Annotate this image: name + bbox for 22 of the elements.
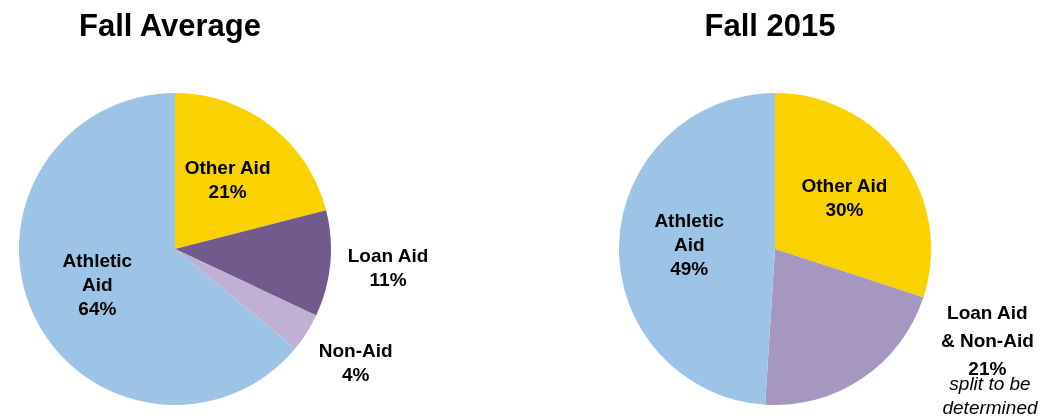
data-label: 4%	[341, 363, 370, 385]
data-label: 21%	[208, 181, 247, 203]
slice-label: Athletic Aid	[62, 249, 133, 295]
data-label: 30%	[825, 198, 864, 220]
slice-label: Loan Aid & Non-Aid	[940, 302, 1034, 352]
pie-slice	[175, 93, 327, 249]
pie-slice	[175, 249, 317, 349]
chart-title: Fall Average	[77, 8, 263, 44]
pie-slice	[19, 93, 296, 405]
data-label: 64%	[78, 297, 117, 319]
data-label: 49%	[670, 258, 709, 280]
pie-slice	[765, 249, 924, 405]
slice-label: Athletic Aid	[654, 210, 725, 256]
chart-title: Fall 2015	[703, 8, 837, 44]
pie-slice	[619, 93, 775, 405]
pie-slice	[175, 210, 331, 316]
slice-label: Other Aid	[801, 174, 888, 196]
pie-slice	[775, 93, 931, 298]
slice-label: Other Aid	[184, 157, 271, 179]
slice-label: Loan Aid	[347, 245, 429, 267]
slice-label: Non-Aid	[318, 339, 393, 361]
data-label: 11%	[369, 269, 407, 291]
